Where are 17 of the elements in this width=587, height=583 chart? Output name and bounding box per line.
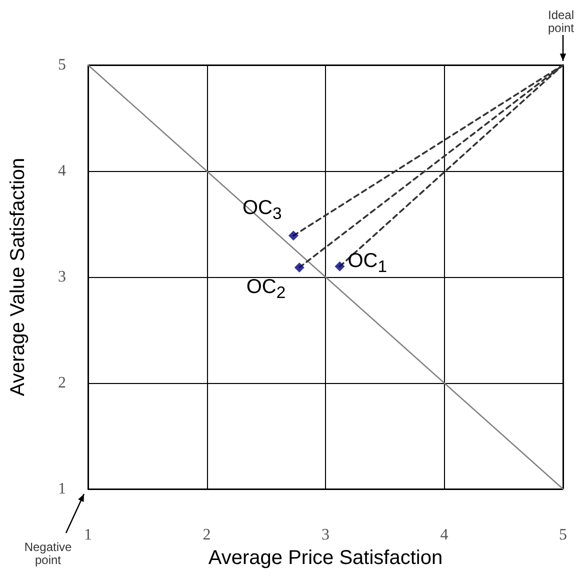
- annotation: OC$_{1}$: [348, 250, 388, 277]
- y-axis-title: Average Value Satisfaction: [7, 158, 29, 396]
- x-tick-label: 1: [84, 526, 92, 544]
- x-tick-label: 4: [440, 526, 448, 544]
- annotation: OC$_{2}$: [246, 276, 286, 303]
- text: Negative point: [23, 540, 73, 568]
- x-tick-label: 2: [202, 526, 211, 544]
- x-tick-label: 5: [559, 526, 567, 544]
- x-axis-title: Average Price Satisfaction: [208, 546, 443, 569]
- text: Ideal point: [546, 8, 576, 36]
- x-tick-label: 3: [322, 526, 330, 544]
- y-tick-label: 5: [58, 56, 66, 74]
- y-tick-label: 1: [58, 480, 66, 498]
- annotation: OC$_{3}$: [242, 196, 282, 223]
- y-tick-label: 3: [58, 268, 66, 286]
- y-tick-label: 2: [58, 374, 66, 392]
- y-tick-label: 4: [58, 162, 66, 180]
